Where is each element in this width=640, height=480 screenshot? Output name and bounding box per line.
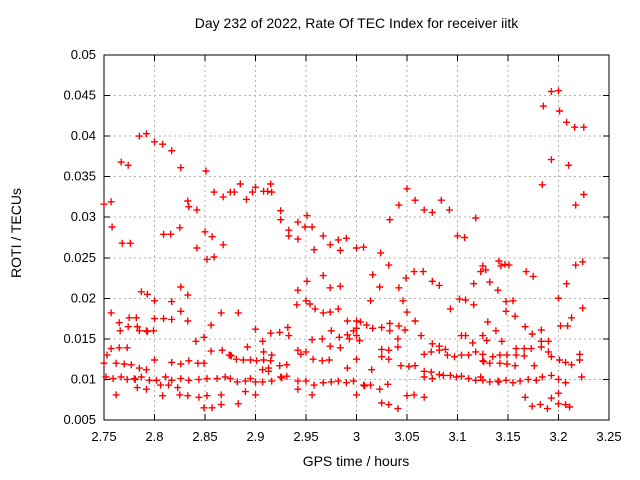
y-tick-label: 0.01 [71, 371, 96, 386]
x-tick-label: 2.75 [91, 429, 116, 444]
x-tick-label: 3.2 [549, 429, 567, 444]
x-axis-label: GPS time / hours [302, 453, 410, 469]
y-tick-label: 0.05 [71, 47, 96, 62]
y-tick-label: 0.045 [63, 88, 96, 103]
x-tick-label: 3.15 [495, 429, 520, 444]
y-tick-label: 0.005 [63, 412, 96, 427]
x-tick-label: 2.8 [145, 429, 163, 444]
x-tick-label: 2.9 [246, 429, 264, 444]
scatter-points [100, 87, 588, 413]
plot-border [103, 54, 610, 421]
x-tick-label: 2.95 [293, 429, 318, 444]
y-tick-label: 0.035 [63, 169, 96, 184]
x-tick-label: 3.1 [448, 429, 466, 444]
y-tick-label: 0.025 [63, 250, 96, 265]
y-tick-label: 0.03 [71, 209, 96, 224]
x-tick-label: 2.85 [192, 429, 217, 444]
y-tick-label: 0.015 [63, 331, 96, 346]
x-tick-label: 3.25 [596, 429, 621, 444]
gridlines [104, 55, 609, 420]
chart-title: Day 232 of 2022, Rate Of TEC Index for r… [194, 15, 519, 31]
y-tick-label: 0.02 [71, 290, 96, 305]
x-tick-label: 3.05 [394, 429, 419, 444]
x-tick-label: 3 [353, 429, 360, 444]
y-tick-label: 0.04 [71, 128, 96, 143]
